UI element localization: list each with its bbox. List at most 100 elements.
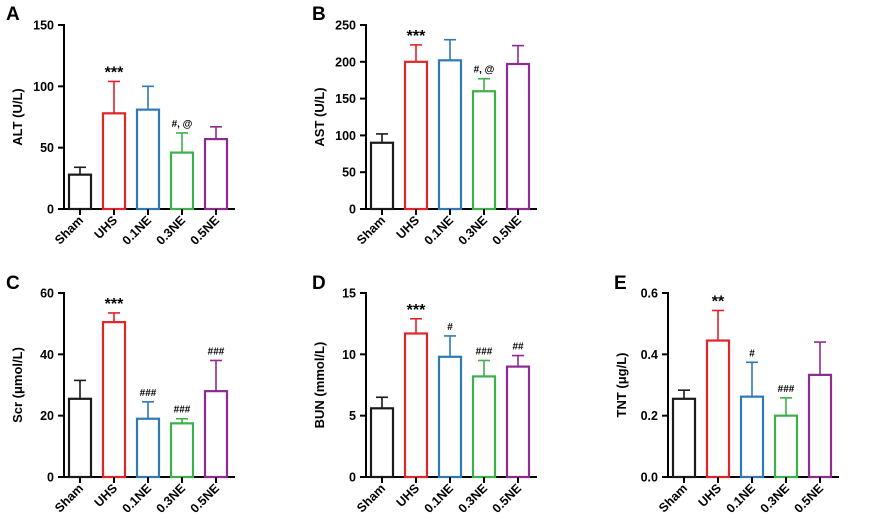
bar-01ne (437, 355, 463, 479)
bar-sham (369, 407, 395, 479)
y-tick-label: 250 (335, 19, 356, 33)
x-tick-label: 0.1NE (120, 213, 154, 247)
y-axis-title: BUN (mmol/L) (312, 342, 327, 429)
bar-05ne (203, 390, 229, 479)
bar-uhs (403, 60, 429, 211)
y-tick-label: 60 (40, 287, 54, 301)
y-tick-label: 50 (40, 141, 54, 155)
bar-sham (67, 173, 93, 211)
significance-label: ### (140, 388, 157, 399)
bar-03ne (169, 422, 195, 479)
x-tick-label: 0.3NE (456, 213, 490, 247)
y-tick-label: 40 (40, 348, 54, 362)
bar-03ne (471, 90, 497, 211)
bar-sham (67, 397, 93, 479)
x-tick-label: 0.3NE (758, 481, 792, 515)
x-tick-label: 0.1NE (422, 481, 456, 515)
y-tick-label: 100 (33, 80, 54, 94)
x-tick-label: 0.1NE (724, 481, 758, 515)
y-tick-label: 0 (47, 471, 54, 485)
significance-label: *** (105, 296, 124, 313)
x-tick-label: Sham (52, 213, 86, 247)
bar-05ne (203, 137, 229, 211)
significance-label: ** (712, 293, 725, 310)
y-tick-label: 10 (342, 348, 356, 362)
panel-letter: D (312, 273, 326, 294)
panel-letter: A (6, 4, 20, 25)
y-axis-title: AST (U/L) (312, 87, 327, 146)
panel-letter: B (312, 4, 326, 25)
x-tick-label: 0.3NE (154, 213, 188, 247)
bar-sham (671, 397, 697, 479)
bar-03ne (169, 151, 195, 211)
x-tick-label: 0.3NE (456, 481, 490, 515)
x-tick-label: Sham (354, 481, 388, 515)
chart-panel-A: A ALT (U/L) 0 50 100 150 Sham UHS *** 0.1NE 0.3NE #… (6, 4, 235, 248)
significance-label: ### (476, 346, 493, 357)
y-tick-label: 200 (335, 55, 356, 69)
x-tick-label: 0.1NE (422, 213, 456, 247)
bar-05ne (505, 365, 531, 479)
significance-label: # (749, 348, 755, 359)
significance-label: *** (407, 302, 426, 319)
bar-05ne (807, 373, 833, 479)
panel-letter: E (614, 273, 627, 294)
bar-uhs (101, 112, 127, 211)
chart-panel-B: B AST (U/L) 0 50 100 150 200 250 Sham UHS *** 0.1NE… (312, 4, 537, 248)
bar-01ne (739, 395, 765, 479)
x-tick-label: 0.5NE (792, 481, 826, 515)
y-tick-label: 15 (342, 287, 356, 301)
significance-label: #, @ (172, 119, 193, 130)
y-axis-title: TNT (μg/L) (614, 353, 629, 418)
y-tick-label: 0.2 (641, 409, 658, 423)
y-tick-label: 5 (349, 409, 356, 423)
y-tick-label: 100 (335, 129, 356, 143)
x-tick-label: 0.5NE (490, 213, 524, 247)
y-tick-label: 150 (33, 19, 54, 33)
x-tick-label: Sham (52, 481, 86, 515)
significance-label: # (447, 322, 453, 333)
x-tick-label: UHS (92, 213, 121, 242)
bar-03ne (773, 414, 799, 479)
x-tick-label: 0.5NE (188, 213, 222, 247)
bar-03ne (471, 375, 497, 479)
bar-05ne (505, 62, 531, 211)
x-tick-label: UHS (394, 481, 423, 510)
x-tick-label: UHS (394, 213, 423, 242)
significance-label: #, @ (474, 65, 495, 76)
significance-label: ### (778, 384, 795, 395)
y-tick-label: 0 (349, 471, 356, 485)
y-tick-label: 0.0 (641, 471, 658, 485)
bar-sham (369, 141, 395, 211)
bar-uhs (403, 332, 429, 479)
chart-panel-D: D BUN (mmol/L) 0 5 10 15 Sham UHS *** 0.1NE #0.3NE… (312, 273, 537, 516)
y-tick-label: 0.4 (641, 348, 658, 362)
y-tick-label: 0 (349, 203, 356, 217)
panel-letter: C (6, 273, 20, 294)
y-tick-label: 50 (342, 166, 356, 180)
x-tick-label: 0.3NE (154, 481, 188, 515)
y-tick-label: 0 (47, 203, 54, 217)
bar-uhs (705, 339, 731, 479)
chart-panel-C: C Scr (μmol/L) 0 20 40 60 Sham UHS *** 0.1NE ### 0.… (6, 273, 235, 516)
bar-01ne (135, 417, 161, 479)
x-tick-label: Sham (354, 213, 388, 247)
bar-01ne (135, 108, 161, 211)
y-tick-label: 0.6 (641, 287, 658, 301)
x-tick-label: 0.1NE (120, 481, 154, 515)
chart-panel-E: E TNT (μg/L) 0.0 0.2 0.4 0.6 Sham UHS ** 0.1NE #0.… (614, 273, 839, 516)
x-tick-label: UHS (92, 481, 121, 510)
y-axis-title: Scr (μmol/L) (10, 347, 25, 423)
y-axis-title: ALT (U/L) (10, 88, 25, 146)
bar-01ne (437, 59, 463, 211)
significance-label: *** (407, 28, 426, 45)
y-tick-label: 150 (335, 92, 356, 106)
x-tick-label: Sham (656, 481, 690, 515)
x-tick-label: 0.5NE (490, 481, 524, 515)
bar-uhs (101, 321, 127, 479)
x-tick-label: UHS (696, 481, 725, 510)
y-tick-label: 20 (40, 409, 54, 423)
x-tick-label: 0.5NE (188, 481, 222, 515)
significance-label: ## (512, 342, 524, 353)
